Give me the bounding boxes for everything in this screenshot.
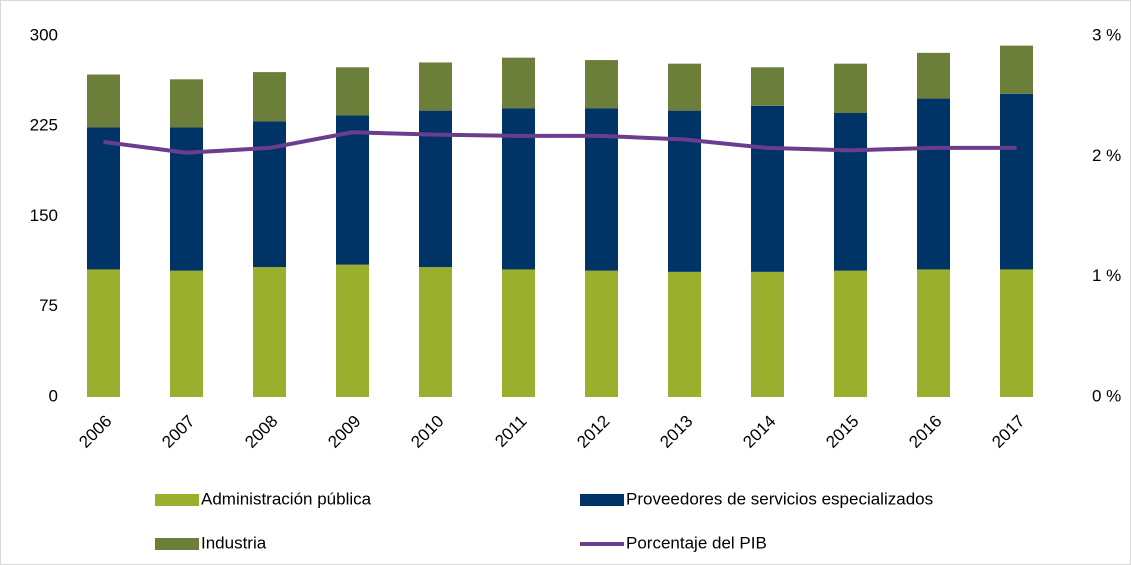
bar-segment (917, 269, 950, 397)
bar-segment (253, 267, 286, 397)
bar-segment (419, 62, 452, 111)
bar-segment (170, 79, 203, 128)
bar-segment (668, 110, 701, 272)
bar-segment (1000, 269, 1033, 397)
bar-segment (170, 127, 203, 271)
bar-segment (668, 63, 701, 111)
bar-segment (87, 74, 120, 128)
legend-swatch (155, 494, 199, 506)
y2-tick-label: 3 % (1092, 25, 1121, 44)
bar-segment (751, 271, 784, 397)
bar-segment (834, 270, 867, 397)
y-tick-label: 300 (30, 25, 58, 44)
bar-segment (87, 127, 120, 270)
bar-segment (585, 60, 618, 109)
bar-segment (917, 98, 950, 270)
bar-segment (502, 57, 535, 109)
legend-label: Industria (201, 533, 267, 552)
y-tick-label: 75 (39, 296, 58, 315)
legend-label: Proveedores de servicios especializados (626, 489, 933, 508)
legend-swatch (155, 538, 199, 550)
bar-segment (502, 108, 535, 270)
y-tick-label: 225 (30, 116, 58, 135)
y2-tick-label: 2 % (1092, 146, 1121, 165)
bar-segment (419, 267, 452, 397)
y-tick-label: 0 (49, 386, 58, 405)
bar-segment (834, 113, 867, 271)
bar-segment (336, 115, 369, 265)
bar-segment (336, 67, 369, 116)
legend-swatch (580, 494, 624, 506)
bar-segment (751, 105, 784, 272)
legend-label: Administración pública (201, 489, 372, 508)
bar-segment (253, 121, 286, 268)
bar-segment (336, 264, 369, 397)
bar-segment (751, 67, 784, 106)
y2-tick-label: 0 % (1092, 386, 1121, 405)
bar-segment (87, 269, 120, 397)
bar-segment (253, 72, 286, 122)
bar-segment (1000, 45, 1033, 94)
line (103, 130, 1017, 155)
bar-segment (668, 271, 701, 397)
y2-tick-label: 1 % (1092, 266, 1121, 285)
bar-segment (1000, 93, 1033, 270)
bar-segment (585, 108, 618, 271)
legend-label: Porcentaje del PIB (626, 533, 767, 552)
bar-segment (502, 269, 535, 397)
bar-segment (170, 270, 203, 397)
bar-segment (585, 270, 618, 397)
bar-segment (917, 52, 950, 99)
bar-segment (834, 63, 867, 114)
y-tick-label: 150 (30, 206, 58, 225)
